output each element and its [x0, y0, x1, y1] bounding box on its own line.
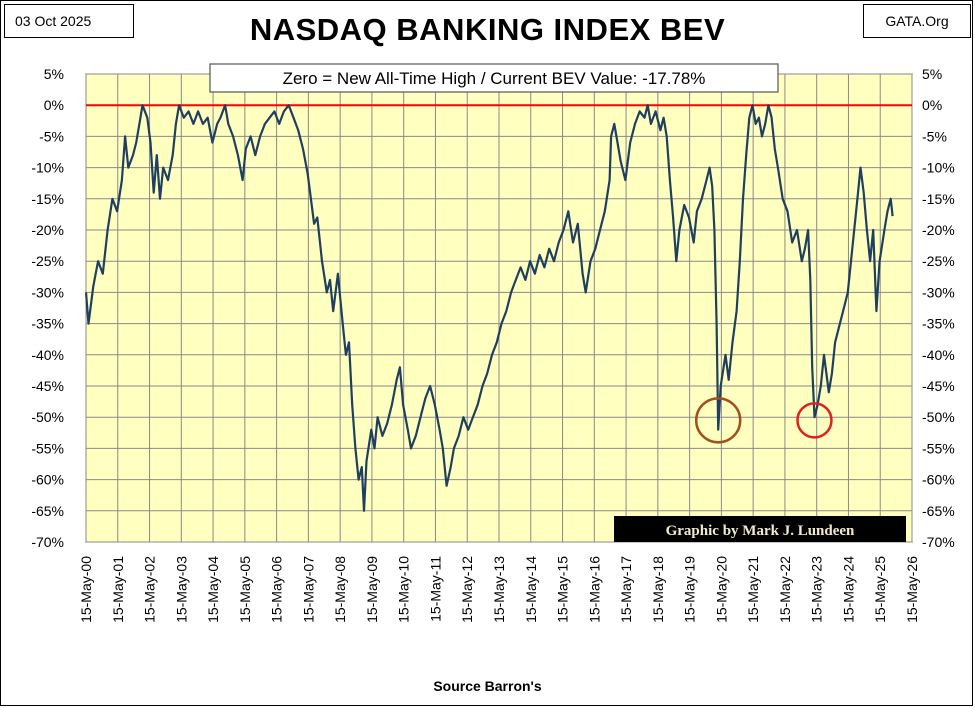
y-tick-label-right: 0% [922, 97, 942, 113]
date-label: 03 Oct 2025 [4, 4, 134, 38]
x-tick-label: 15-May-13 [491, 556, 507, 623]
x-tick-label: 15-May-23 [809, 556, 825, 623]
y-tick-label-left: -70% [31, 534, 64, 550]
x-tick-label: 15-May-17 [618, 556, 634, 623]
credit-box: Graphic by Mark J. Lundeen [614, 516, 906, 542]
chart-title: NASDAQ BANKING INDEX BEV [249, 12, 726, 47]
annotations [694, 397, 833, 444]
site-label: GATA.Org [863, 4, 971, 38]
bev-series-line [84, 104, 894, 512]
y-tick-label-right: -45% [922, 378, 955, 394]
x-axis-ticks: 15-May-00 15-May-01 15-May-02 15-May-03 15-M… [78, 556, 920, 623]
y-tick-label-left: -40% [31, 347, 64, 363]
x-tick-label: 15-May-09 [364, 556, 380, 623]
x-tick-label: 15-May-01 [110, 556, 126, 623]
x-tick-label: 15-May-21 [745, 556, 761, 623]
y-tick-label-left: -65% [31, 503, 64, 519]
chart-subtitle: Zero = New All-Time High / Current BEV V… [283, 69, 706, 88]
credit-label: Graphic by Mark J. Lundeen [666, 523, 855, 539]
x-tick-label: 15-May-05 [237, 556, 253, 623]
y-tick-label-left: 0% [44, 97, 64, 113]
x-tick-label: 15-May-22 [777, 556, 793, 623]
y-tick-label-right: -60% [922, 472, 955, 488]
x-tick-label: 15-May-24 [840, 556, 856, 623]
y-tick-label-right: -5% [922, 128, 947, 144]
subtitle-box: Zero = New All-Time High / Current BEV V… [209, 63, 779, 93]
y-tick-label-right: -40% [922, 347, 955, 363]
x-tick-label: 15-May-06 [269, 556, 285, 623]
y-axis-ticks: 5% 5% 0% 0% -5% -5% -10% -10% -15% -15% -20% -20% -2… [31, 66, 954, 550]
x-tick-label: 15-May-02 [142, 556, 158, 623]
y-tick-label-right: -10% [922, 160, 955, 176]
y-tick-label-right: -70% [922, 534, 955, 550]
highlight-circle [694, 397, 742, 444]
x-tick-label: 15-May-00 [78, 556, 94, 623]
x-tick-label: 15-May-12 [459, 556, 475, 623]
y-tick-label-right: -20% [922, 222, 955, 238]
x-tick-label: 15-May-26 [904, 556, 920, 623]
x-tick-label: 15-May-20 [713, 556, 729, 623]
y-tick-label-right: -35% [922, 316, 955, 332]
x-tick-label: 15-May-18 [650, 556, 666, 623]
y-tick-label-right: 5% [922, 66, 942, 82]
y-tick-label-left: -5% [39, 128, 64, 144]
x-tick-label: 15-May-14 [523, 556, 539, 623]
y-tick-label-right: -65% [922, 503, 955, 519]
x-tick-label: 15-May-16 [586, 556, 602, 623]
source-label: Source Barron's [433, 678, 542, 694]
x-tick-label: 15-May-04 [205, 556, 221, 623]
y-tick-label-left: -60% [31, 472, 64, 488]
x-tick-label: 15-May-03 [173, 556, 189, 623]
y-tick-label-left: -30% [31, 284, 64, 300]
y-tick-label-left: -20% [31, 222, 64, 238]
y-tick-label-left: -25% [31, 253, 64, 269]
y-tick-label-right: -50% [922, 409, 955, 425]
y-tick-label-left: 5% [44, 66, 64, 82]
x-tick-label: 15-May-08 [332, 556, 348, 623]
highlight-circle [796, 402, 833, 439]
y-tick-label-left: -10% [31, 160, 64, 176]
x-tick-label: 15-May-15 [555, 556, 571, 623]
x-tick-label: 15-May-25 [872, 556, 888, 623]
y-tick-label-right: -15% [922, 191, 955, 207]
x-tick-label: 15-May-11 [427, 556, 443, 622]
y-tick-label-left: -35% [31, 316, 64, 332]
y-tick-label-left: -45% [31, 378, 64, 394]
x-tick-label: 15-May-07 [300, 556, 316, 623]
y-tick-label-left: -15% [31, 191, 64, 207]
y-tick-label-right: -25% [922, 253, 955, 269]
y-tick-label-right: -55% [922, 440, 955, 456]
y-tick-label-left: -55% [31, 440, 64, 456]
x-tick-label: 15-May-19 [682, 556, 698, 623]
x-tick-label: 15-May-10 [396, 556, 412, 623]
y-tick-label-left: -50% [31, 409, 64, 425]
y-tick-label-right: -30% [922, 284, 955, 300]
